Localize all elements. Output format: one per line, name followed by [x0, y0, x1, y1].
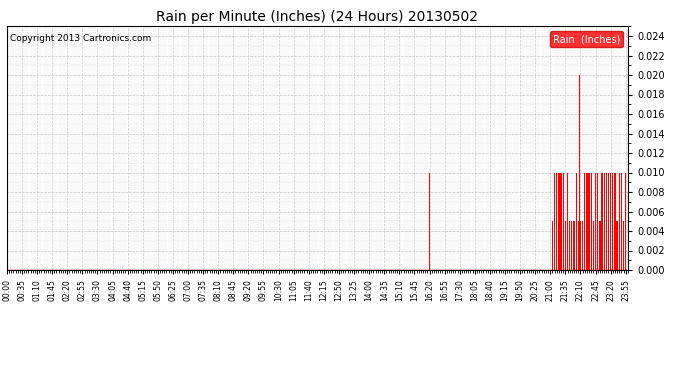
Bar — [582, 221, 583, 270]
Bar — [597, 172, 598, 270]
Bar — [586, 172, 588, 270]
Bar — [584, 172, 585, 270]
Bar — [554, 172, 555, 270]
Bar — [567, 172, 568, 270]
Title: Rain per Minute (Inches) (24 Hours) 20130502: Rain per Minute (Inches) (24 Hours) 2013… — [157, 10, 478, 24]
Text: Copyright 2013 Cartronics.com: Copyright 2013 Cartronics.com — [10, 34, 151, 43]
Bar — [623, 221, 624, 270]
Bar — [614, 172, 615, 270]
Bar — [558, 172, 560, 270]
Bar — [552, 221, 553, 270]
Bar — [429, 172, 430, 270]
Bar — [589, 172, 590, 270]
Bar — [621, 172, 622, 270]
Bar — [569, 221, 571, 270]
Bar — [575, 172, 577, 270]
Bar — [580, 221, 581, 270]
Bar — [625, 172, 627, 270]
Bar — [599, 221, 600, 270]
Bar — [556, 172, 558, 270]
Bar — [562, 172, 564, 270]
Bar — [606, 172, 607, 270]
Bar — [610, 172, 611, 270]
Bar — [573, 221, 575, 270]
Bar — [619, 172, 620, 270]
Legend: Rain  (Inches): Rain (Inches) — [550, 31, 623, 47]
Bar — [593, 221, 594, 270]
Bar — [571, 221, 573, 270]
Bar — [595, 172, 596, 270]
Bar — [616, 221, 618, 270]
Bar — [604, 172, 605, 270]
Bar — [591, 172, 592, 270]
Bar — [612, 172, 613, 270]
Bar — [579, 75, 580, 270]
Bar — [578, 221, 579, 270]
Bar — [560, 172, 562, 270]
Bar — [608, 172, 609, 270]
Bar — [564, 221, 566, 270]
